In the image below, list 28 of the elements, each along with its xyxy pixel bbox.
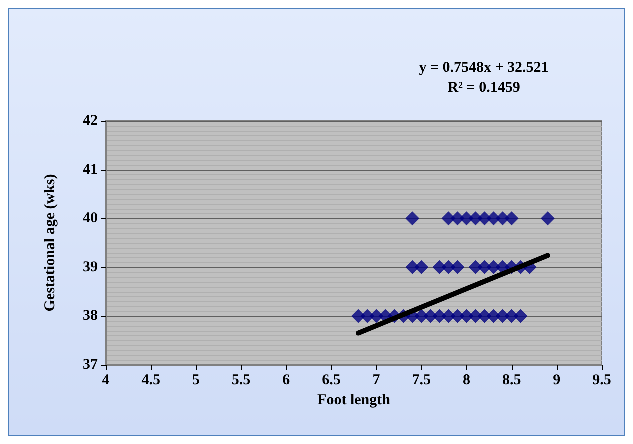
y-tick-label: 39: [83, 259, 98, 276]
y-tick-label: 41: [83, 162, 98, 178]
point: [406, 212, 420, 226]
y-tick-label: 37: [83, 357, 98, 373]
y-axis-title: Gestational age (wks): [42, 174, 58, 312]
point: [540, 212, 555, 226]
y-tick-label: 42: [83, 113, 98, 129]
x-tick-label: 8: [462, 372, 470, 388]
text: y = 0.7548x + 32.521: [419, 60, 549, 76]
point: [514, 309, 528, 324]
x-axis-title: Foot length: [318, 392, 392, 408]
x-tick-label: 7: [372, 372, 381, 388]
x-tick-label: 6: [282, 372, 291, 388]
x-tick-label: 6.5: [322, 372, 341, 388]
text: R² = 0.1459: [448, 80, 520, 96]
point: [504, 212, 519, 226]
x-tick-label: 9.5: [592, 372, 612, 388]
x-tick-label: 7.5: [412, 372, 432, 388]
x-tick-label: 5: [192, 372, 200, 388]
x-tick-label: 9: [553, 372, 561, 388]
x-tick-label: 4: [102, 372, 110, 388]
point: [450, 260, 465, 274]
point: [414, 260, 429, 274]
y-tick-label: 38: [83, 308, 98, 324]
x-tick-label: 4.5: [142, 372, 160, 388]
x-tick-label: 8.5: [502, 372, 522, 388]
y-tick-label: 40: [83, 210, 98, 227]
x-tick-label: 5.5: [232, 372, 251, 388]
